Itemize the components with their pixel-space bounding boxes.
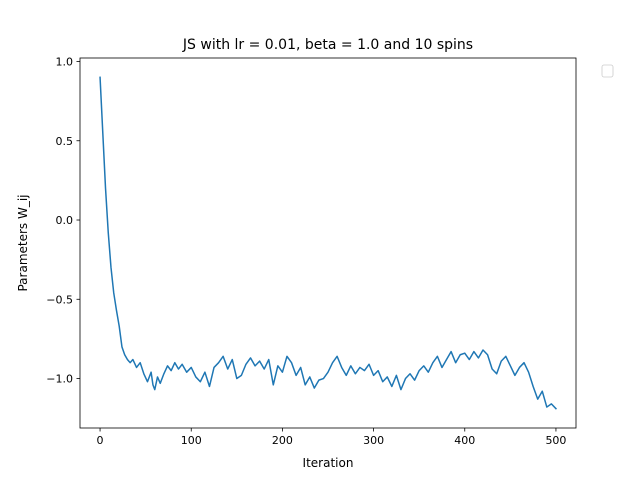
y-tick-label: −1.0 [46, 373, 73, 386]
chart-title: JS with lr = 0.01, beta = 1.0 and 10 spi… [182, 37, 473, 53]
y-tick-label: −0.5 [46, 293, 73, 306]
x-tick-label: 200 [272, 434, 293, 447]
x-tick-label: 100 [181, 434, 202, 447]
y-axis-label: Parameters W_ij [16, 194, 30, 291]
legend-box [601, 64, 614, 78]
y-axis-ticks: 1.0 0.5 0.0 −0.5 −1.0 [46, 55, 80, 386]
x-tick-label: 300 [363, 434, 384, 447]
x-axis-ticks: 0 100 200 300 400 500 [97, 428, 566, 447]
x-tick-label: 400 [454, 434, 475, 447]
plot-area [80, 58, 576, 428]
y-tick-label: 1.0 [56, 55, 74, 68]
x-tick-label: 500 [545, 434, 566, 447]
x-axis-label: Iteration [303, 456, 354, 470]
y-tick-label: 0.0 [56, 214, 74, 227]
y-tick-label: 0.5 [56, 135, 74, 148]
plot-frame [79, 57, 577, 429]
series-line [99, 76, 558, 410]
x-tick-label: 0 [97, 434, 104, 447]
